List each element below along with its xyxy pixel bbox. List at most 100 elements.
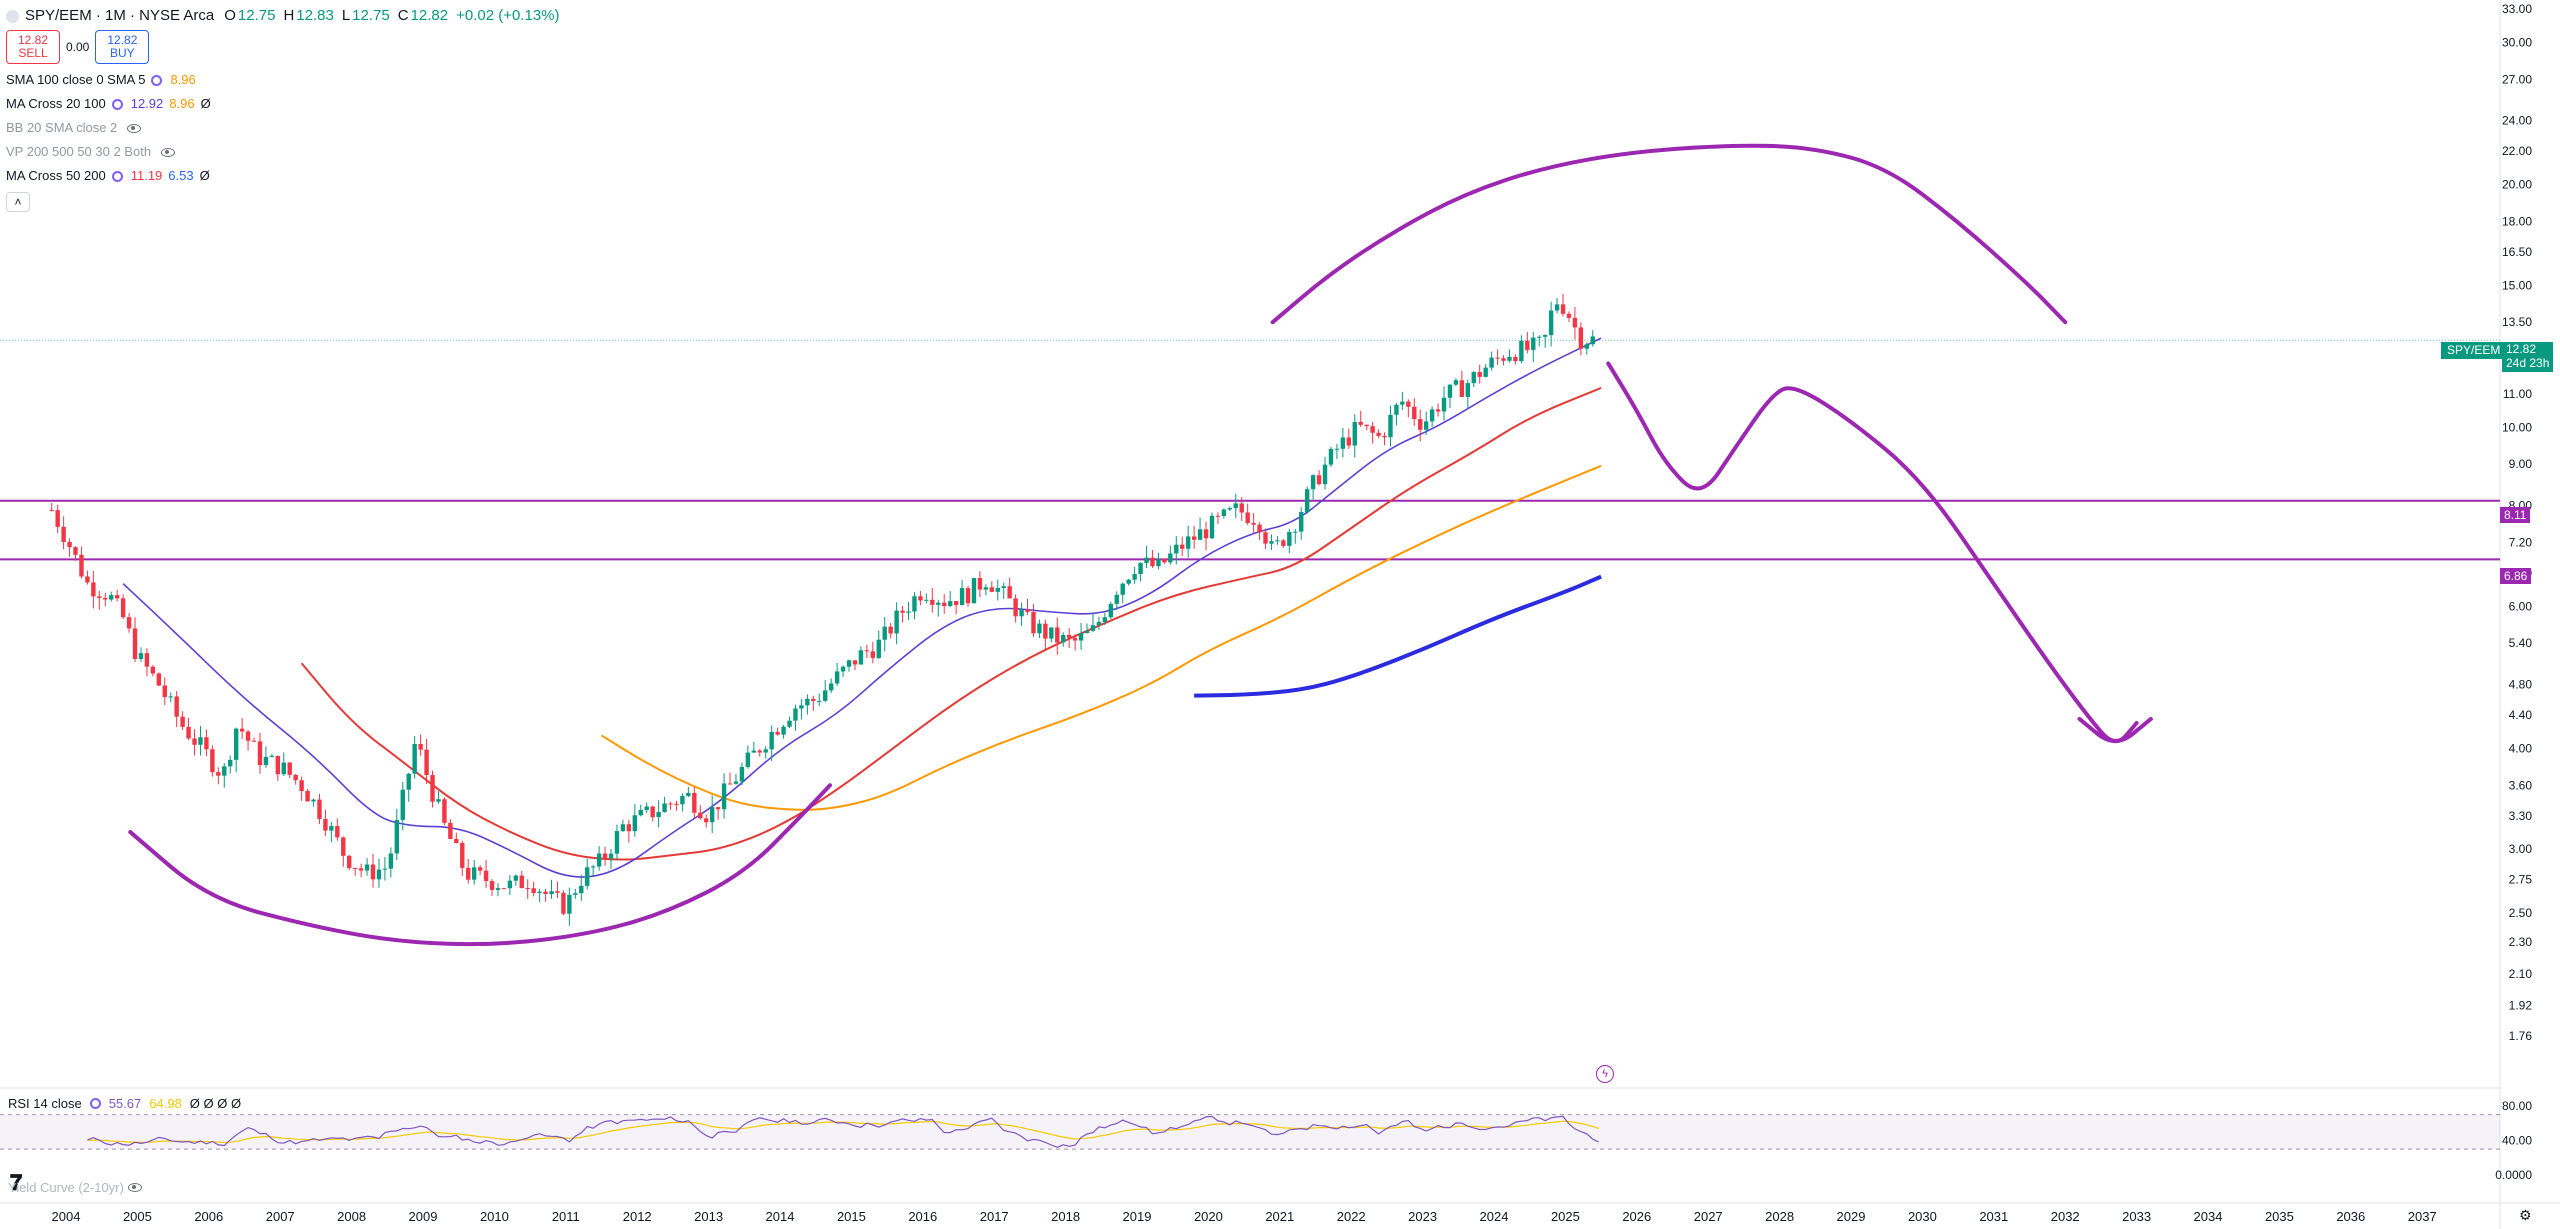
candle xyxy=(1572,306,1578,340)
time-tick-label: 2033 xyxy=(2122,1209,2151,1224)
indicator-row[interactable]: BB 20 SMA close 2 xyxy=(6,116,568,140)
drawn-curve xyxy=(128,783,832,947)
candle-body xyxy=(1441,397,1447,412)
eye-hidden-icon[interactable] xyxy=(127,1183,142,1192)
candle-body xyxy=(436,799,441,802)
rsi-tick-label: 0.0000 xyxy=(2495,1168,2532,1182)
indicator-row[interactable]: SMA 100 close 0 SMA 5 8.96 xyxy=(6,68,568,92)
candle xyxy=(507,875,513,896)
candle xyxy=(918,590,923,606)
candle xyxy=(692,786,697,819)
candle-body xyxy=(406,773,411,790)
symbol-price-tag: SPY/EEM xyxy=(2441,342,2507,359)
tradingview-logo[interactable]: 𝟕 xyxy=(10,1170,23,1195)
candle-body xyxy=(1293,531,1298,533)
candle xyxy=(1501,355,1506,366)
candle xyxy=(495,883,501,897)
candle xyxy=(1120,582,1125,604)
indicator-row[interactable]: MA Cross 50 200 11.19 6.53 Ø xyxy=(6,164,568,188)
price-tick-label: 3.30 xyxy=(2509,809,2533,823)
candle-body xyxy=(531,888,536,893)
candle-body xyxy=(757,750,762,753)
candle-body xyxy=(305,790,310,802)
candle-body xyxy=(561,892,566,914)
candle xyxy=(1239,496,1244,521)
candle-body xyxy=(388,853,394,869)
candle-body xyxy=(114,595,120,599)
candle-body xyxy=(275,755,281,775)
yield-curve-name[interactable]: Yield Curve (2-10yr) xyxy=(8,1180,124,1195)
candle-body xyxy=(870,651,876,658)
candle-body xyxy=(1566,313,1572,318)
rsi-name[interactable]: RSI 14 close xyxy=(8,1096,82,1111)
time-tick-label: 2016 xyxy=(908,1209,937,1224)
candle xyxy=(1180,536,1185,556)
candle-body xyxy=(1090,625,1096,631)
time-tick-label: 2006 xyxy=(194,1209,223,1224)
rsi-settings-icon[interactable] xyxy=(89,1098,101,1109)
candle-body xyxy=(614,831,620,854)
candle-body xyxy=(1299,512,1304,532)
candle-body xyxy=(1400,401,1405,405)
candle xyxy=(977,571,983,598)
candle xyxy=(1168,545,1173,565)
candle xyxy=(1203,521,1209,551)
candle xyxy=(1394,403,1399,426)
candle-body xyxy=(793,708,798,721)
candle-body xyxy=(1370,426,1375,433)
candle-body xyxy=(352,867,358,869)
indicator-row[interactable]: VP 200 500 50 30 2 Both xyxy=(6,140,568,164)
time-tick-label: 2017 xyxy=(980,1209,1009,1224)
lightning-icon[interactable]: ϟ xyxy=(1596,1065,1614,1083)
candle xyxy=(1221,508,1227,519)
eye-hidden-icon[interactable] xyxy=(161,147,176,157)
candle-body xyxy=(1537,336,1542,338)
candle-body xyxy=(61,526,66,542)
gear-icon[interactable]: ⚙ xyxy=(2519,1207,2532,1223)
candle-body xyxy=(1281,540,1286,546)
candle-body xyxy=(965,588,971,604)
time-tick-label: 2023 xyxy=(1408,1209,1437,1224)
time-tick-label: 2021 xyxy=(1265,1209,1294,1224)
candle-body xyxy=(424,749,429,776)
symbol-title[interactable]: SPY/EEM · 1M · NYSE Arca xyxy=(25,7,215,24)
time-tick-label: 2015 xyxy=(837,1209,866,1224)
price-tick-label: 2.10 xyxy=(2509,967,2533,981)
candle xyxy=(751,741,757,753)
candle xyxy=(85,570,90,585)
eye-hidden-icon[interactable] xyxy=(127,123,142,133)
candle xyxy=(269,753,275,758)
price-tick-label: 2.30 xyxy=(2509,935,2533,949)
candle-body xyxy=(233,728,239,760)
indicator-value: 11.19 xyxy=(130,168,163,183)
price-tick-label: 7.20 xyxy=(2509,535,2533,549)
collapse-legend-button[interactable]: ˄ xyxy=(6,192,30,212)
indicator-settings-icon[interactable] xyxy=(111,98,123,110)
indicator-settings-icon[interactable] xyxy=(151,74,163,86)
candle xyxy=(1185,525,1191,558)
candle-body xyxy=(1185,536,1191,549)
candle xyxy=(406,772,411,802)
candle xyxy=(1489,351,1494,371)
candle-body xyxy=(1150,557,1155,567)
candle-body xyxy=(1221,509,1227,517)
indicator-settings-icon[interactable] xyxy=(111,170,123,182)
candle-body xyxy=(1144,557,1149,564)
candle-body xyxy=(787,720,792,727)
candle-body xyxy=(1174,544,1179,554)
current-price: 12.82 xyxy=(2506,342,2537,356)
candle xyxy=(763,746,768,759)
indicator-row[interactable]: MA Cross 20 100 12.92 8.96 Ø xyxy=(6,92,568,116)
sell-button[interactable]: 12.82 SELL xyxy=(6,30,60,64)
candle-body xyxy=(299,780,304,791)
buy-button[interactable]: 12.82 BUY xyxy=(95,30,150,64)
candle-body xyxy=(394,819,400,854)
candle-body xyxy=(656,812,661,818)
ma200-line xyxy=(1194,574,1602,698)
candle-body xyxy=(590,866,596,868)
candle-body xyxy=(138,653,144,660)
candle xyxy=(947,590,953,608)
indicator-value: 8.96 xyxy=(170,72,196,87)
candle xyxy=(555,881,560,898)
